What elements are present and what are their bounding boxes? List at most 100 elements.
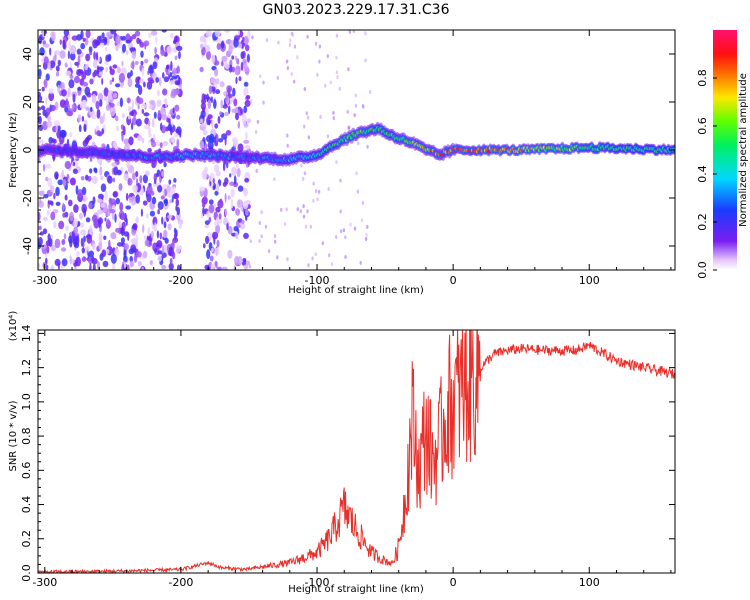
- spectrogram-noise-cell: [238, 76, 242, 82]
- spectrogram-noise-cell: [102, 260, 109, 268]
- spectrogram-noise-cell: [76, 48, 82, 55]
- spectrogram-noise-cell: [120, 237, 125, 244]
- spectrogram-noise-cell: [81, 256, 87, 262]
- spectrogram-noise-cell: [98, 71, 103, 77]
- spectrogram-noise-cell: [156, 101, 162, 107]
- spectrogram-noise-cell: [89, 168, 93, 174]
- spectrogram-noise-cell: [98, 240, 103, 251]
- spectrogram-noise-cell: [55, 186, 60, 197]
- spectrogram-noise-cell: [123, 231, 129, 237]
- spectrogram-noise-cell: [326, 134, 330, 139]
- spectrogram-noise-cell: [46, 209, 50, 216]
- spectrogram-noise-cell: [133, 113, 136, 119]
- spectrogram-noise-cell: [335, 70, 339, 75]
- spectrogram-noise-cell: [243, 81, 249, 87]
- spectrogram-noise-cell: [156, 140, 160, 147]
- spectrogram-noise-cell: [59, 129, 66, 138]
- spectrogram-noise-cell: [338, 86, 341, 91]
- spectrogram-noise-cell: [112, 177, 116, 183]
- spectrogram-noise-cell: [200, 110, 206, 119]
- spectrogram-noise-cell: [61, 169, 64, 178]
- spectrogram-noise-cell: [174, 80, 181, 86]
- spectrogram-noise-cell: [215, 224, 221, 234]
- spectrogram-noise-cell: [111, 77, 115, 82]
- spectrogram-noise-cell: [148, 32, 152, 38]
- spectrogram-noise-cell: [219, 81, 225, 88]
- spectrogram-noise-cell: [164, 237, 169, 244]
- spectrogram-noise-cell: [135, 234, 139, 243]
- spectrogram-noise-cell: [134, 61, 139, 65]
- y-tick-label: -40: [21, 237, 34, 255]
- spectrogram-noise-cell: [80, 222, 85, 228]
- spectrogram-noise-cell: [131, 49, 136, 60]
- spectrogram-noise-cell: [48, 238, 53, 247]
- spectrogram-x-ticks: -300 -200 -100 0 100: [32, 30, 672, 287]
- spectrogram-noise-cell: [41, 139, 44, 144]
- spectrogram-noise-cell: [47, 200, 54, 205]
- spectrogram-noise-cell: [71, 103, 75, 110]
- spectrogram-noise-cell: [246, 118, 252, 124]
- spectrogram-noise-cell: [130, 244, 137, 253]
- spectrogram-noise-cell: [237, 199, 244, 208]
- y-tick-label: 1.2: [20, 359, 33, 377]
- spectrogram-noise-cell: [120, 213, 125, 221]
- x-tick-label: -100: [305, 576, 330, 589]
- spectrogram-noise-cell: [73, 226, 78, 235]
- spectrogram-noise-cell: [89, 78, 94, 85]
- spectrogram-noise-cell: [61, 258, 68, 267]
- spectrogram-noise-cell: [237, 121, 240, 129]
- spectrogram-noise-cell: [233, 175, 237, 185]
- spectrogram-noise-cell: [234, 55, 237, 61]
- spectrogram-noise-cell: [141, 266, 144, 270]
- spectrogram-noise-cell: [99, 99, 103, 107]
- spectrogram-noise-cell: [131, 34, 137, 40]
- spectrogram-noise-cell: [289, 38, 292, 43]
- spectrogram-noise-cell: [258, 221, 261, 225]
- spectrogram-noise-cell: [40, 105, 46, 111]
- spectrogram-noise-cell: [123, 138, 130, 145]
- spectrogram-noise-cell: [216, 266, 221, 270]
- spectrogram-noise-cell: [159, 232, 162, 240]
- spectrogram-noise-cell: [319, 114, 322, 119]
- spectrogram-noise-cell: [80, 176, 85, 181]
- spectrogram-noise-cell: [160, 49, 166, 56]
- spectrogram-noise-cell: [318, 44, 322, 49]
- spectrogram-noise-cell: [54, 258, 61, 266]
- spectrogram-noise-cell: [209, 255, 214, 262]
- spectrogram-noise-cell: [123, 243, 129, 251]
- spectrogram-noise-cell: [142, 224, 145, 234]
- spectrogram-noise-cell: [214, 190, 219, 196]
- spectrogram-noise-cell: [129, 47, 136, 52]
- colorbar-ticks: 0.0 0.2 0.4 0.6 0.8: [696, 69, 717, 279]
- spectrogram-noise-cell: [225, 130, 232, 136]
- colorbar-tick-label: 0.8: [696, 69, 709, 87]
- spectrogram-noise-cell: [38, 95, 43, 103]
- spectrogram-noise-cell: [256, 119, 260, 124]
- spectrogram-noise-cell: [166, 185, 171, 193]
- spectrogram-noise-cell: [86, 234, 93, 244]
- spectrogram-noise-cell: [69, 211, 74, 222]
- spectrogram-noise-cell: [172, 67, 177, 77]
- spectrogram-noise-cell: [115, 34, 121, 45]
- spectrogram-y-ticks: -40 -20 0 20 40: [21, 29, 675, 271]
- spectrogram-noise-cell: [92, 71, 96, 78]
- spectrogram-noise-cell: [348, 30, 352, 34]
- spectrogram-noise-cell: [141, 104, 147, 109]
- spectrogram-noise-cell: [119, 202, 124, 212]
- spectrogram-noise-cell: [85, 174, 89, 181]
- spectrogram-noise-cell: [254, 130, 258, 134]
- spectrogram-noise-cell: [304, 224, 308, 229]
- spectrogram-noise-cell: [46, 120, 53, 128]
- spectrogram-noise-cell: [352, 30, 356, 34]
- spectrogram-noise-cell: [54, 238, 61, 249]
- spectrogram-noise-cell: [208, 85, 213, 95]
- spectrogram-noise-cell: [239, 43, 243, 48]
- spectrogram-noise-cell: [265, 38, 269, 43]
- spectrogram-noise-cell: [163, 98, 167, 104]
- spectrogram-noise-cell: [145, 170, 150, 176]
- spectrogram-noise-cell: [326, 54, 329, 59]
- colorbar-tick-label: 0.2: [696, 213, 709, 231]
- spectrogram-noise-cell: [158, 76, 162, 87]
- spectrogram-noise-cell: [347, 67, 350, 72]
- spectrogram-noise-cell: [85, 30, 91, 39]
